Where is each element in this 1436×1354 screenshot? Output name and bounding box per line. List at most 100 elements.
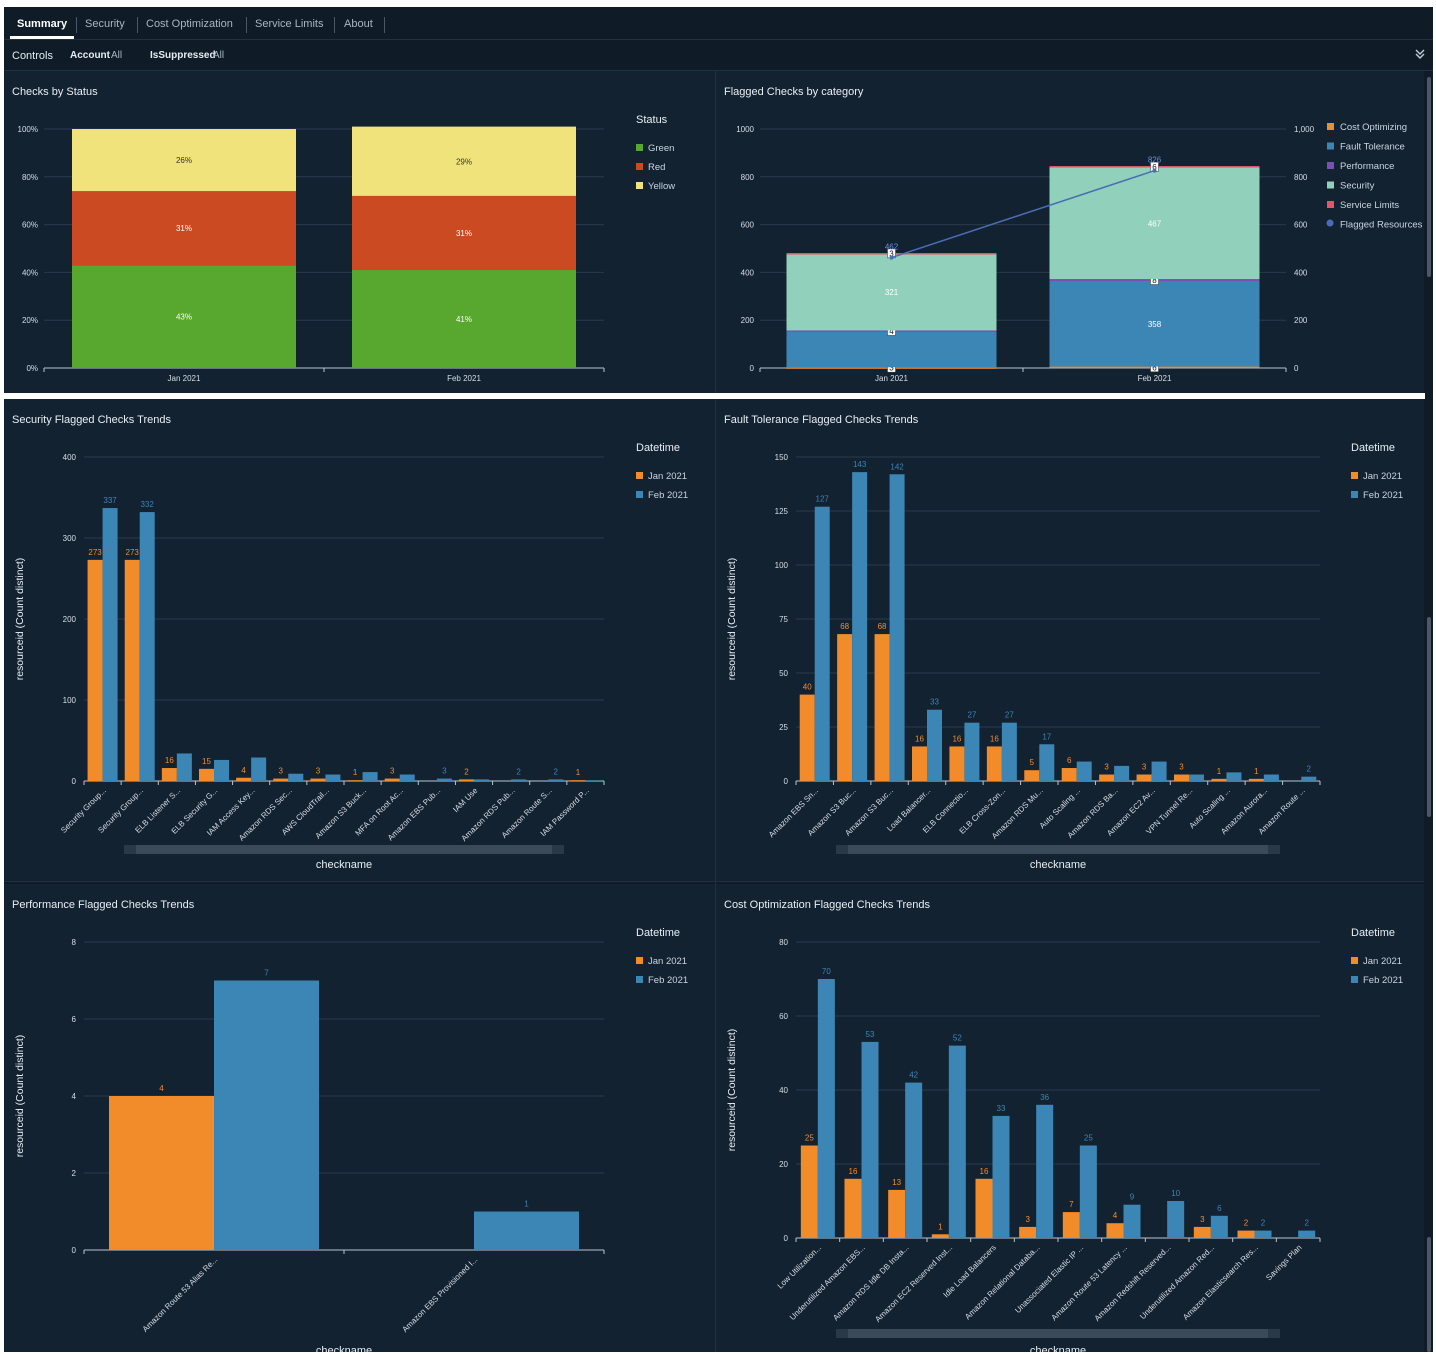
bar-feb xyxy=(1079,1145,1097,1238)
data-label: 53 xyxy=(866,1030,875,1039)
bar-jan xyxy=(1193,1226,1211,1238)
bar-jan xyxy=(459,779,474,781)
bar-feb xyxy=(1301,776,1317,781)
data-label: 68 xyxy=(840,622,849,631)
x-tick-label: Underutilized Amazon Red... xyxy=(1138,1243,1216,1321)
data-label: 6 xyxy=(1152,163,1157,172)
flagged-by-category-chart: 0 0 200 200 400 400 600 600 800 800 1000 1,000 3 4 321… xyxy=(736,122,1423,383)
horizontal-scrollbar-thumb xyxy=(136,845,552,854)
y-tick-label: 40 xyxy=(779,1086,788,1095)
x-tick-label: Savings Plan xyxy=(1264,1243,1303,1282)
y2-tick-label: 200 xyxy=(1294,316,1308,325)
legend-item: Jan 2021 xyxy=(1363,956,1402,967)
legend-item: Flagged Resources xyxy=(1340,220,1423,231)
legend-item: Fault Tolerance xyxy=(1340,142,1405,153)
legend-item: Performance xyxy=(1340,161,1394,172)
bar-jan xyxy=(837,634,853,781)
bar-jan xyxy=(109,1096,214,1250)
bar-feb xyxy=(861,1041,879,1238)
tab-about[interactable]: About xyxy=(344,18,373,30)
data-label: 3 xyxy=(1200,1215,1205,1224)
data-label: 16 xyxy=(980,1167,989,1176)
line-point xyxy=(1152,168,1157,173)
bar-segment-yellow xyxy=(72,129,296,192)
data-label: 16 xyxy=(952,734,961,743)
data-label: 467 xyxy=(1148,219,1162,228)
data-label: 52 xyxy=(953,1034,962,1043)
y-tick-label: 100 xyxy=(775,561,789,570)
tab-service-limits[interactable]: Service Limits xyxy=(255,18,324,30)
legend-title: Datetime xyxy=(1351,927,1395,939)
bar-jan xyxy=(570,780,586,781)
tab-bar: Summary Security Cost Optimization Servi… xyxy=(4,7,1433,40)
bar-feb xyxy=(1001,722,1017,781)
chevron-down-icon[interactable] xyxy=(1414,48,1426,63)
bar-jan xyxy=(1174,774,1189,781)
y-tick-label: 0 xyxy=(750,364,755,373)
tab-summary[interactable]: Summary xyxy=(17,18,68,30)
data-label: 1 xyxy=(1217,767,1222,776)
y-tick-label: 6 xyxy=(72,1015,77,1024)
y-tick-label: 8 xyxy=(72,938,77,947)
panel-title: Security Flagged Checks Trends xyxy=(12,414,171,426)
x-tick-label: Amazon EC2 Reserved Inst... xyxy=(873,1243,954,1324)
data-label: 7 xyxy=(1069,1200,1074,1209)
bar-feb xyxy=(948,1045,966,1238)
bar-feb xyxy=(1123,1204,1141,1238)
x-tick-label: IAM Use xyxy=(451,786,479,814)
bar-jan xyxy=(87,559,103,781)
x-axis-label: checkname xyxy=(316,1345,372,1352)
y-tick-label: 400 xyxy=(63,453,77,462)
data-label: 31% xyxy=(176,224,192,233)
panel-title: Performance Flagged Checks Trends xyxy=(12,899,195,911)
panel-fault-tolerance-trends: Fault Tolerance Flagged Checks Trends 0 2… xyxy=(716,399,1424,881)
legend-item: Jan 2021 xyxy=(1363,471,1402,482)
scrollbar-thumb[interactable] xyxy=(1427,617,1431,817)
controls-label[interactable]: Controls xyxy=(12,50,53,62)
bar-jan xyxy=(384,778,400,781)
data-label: 8 xyxy=(1152,276,1157,285)
data-label: 9 xyxy=(1130,1193,1135,1202)
y-tick-label: 200 xyxy=(741,316,755,325)
y-tick-label: 125 xyxy=(775,507,789,516)
tab-security[interactable]: Security xyxy=(85,18,125,30)
bar-jan xyxy=(1248,778,1264,781)
legend-title: Datetime xyxy=(636,927,680,939)
bar-feb xyxy=(102,508,118,781)
data-label: 3 xyxy=(1142,763,1147,772)
bar-feb xyxy=(852,472,868,781)
data-label: 4 xyxy=(241,766,246,775)
x-tick-label: Amazon Redshift Reserved... xyxy=(1093,1243,1173,1323)
legend-swatch xyxy=(1327,123,1334,130)
bar-jan xyxy=(975,1178,993,1238)
scrollbar-thumb[interactable] xyxy=(1427,77,1431,277)
y-tick-label: 0% xyxy=(26,364,38,373)
y-tick-label: 20% xyxy=(22,316,38,325)
bar-jan xyxy=(161,768,177,781)
y-tick-label: 400 xyxy=(741,268,755,277)
data-label: 1 xyxy=(938,1222,943,1231)
bar-feb xyxy=(927,709,942,781)
performance-trends-chart: 0 2 4 6 8 4 7 Amazon Route 53 Alias Re... 1 Amazo… xyxy=(14,927,688,1352)
bar-feb xyxy=(814,506,830,781)
bar-feb xyxy=(139,512,155,781)
scrollbar-thumb[interactable] xyxy=(1427,1237,1431,1352)
data-label: 40 xyxy=(803,683,812,692)
account-filter-value: All xyxy=(111,50,123,61)
bar-feb xyxy=(325,774,341,781)
bar-segment-red xyxy=(72,191,296,266)
legend-swatch xyxy=(1351,472,1358,479)
x-tick-label: Low Utilization... xyxy=(776,1243,824,1291)
data-label: 5 xyxy=(1030,758,1035,767)
tab-divider xyxy=(137,17,138,33)
x-axis-label: checkname xyxy=(1030,1345,1086,1352)
y-tick-label: 100 xyxy=(63,696,77,705)
y-tick-label: 60% xyxy=(22,221,38,230)
bar-jan xyxy=(912,746,927,781)
line-flagged-resources xyxy=(891,169,1155,259)
tab-cost-optimization[interactable]: Cost Optimization xyxy=(146,18,233,30)
row-separator xyxy=(4,393,1433,399)
bar-jan xyxy=(236,777,252,781)
panel-title: Flagged Checks by category xyxy=(724,86,864,98)
